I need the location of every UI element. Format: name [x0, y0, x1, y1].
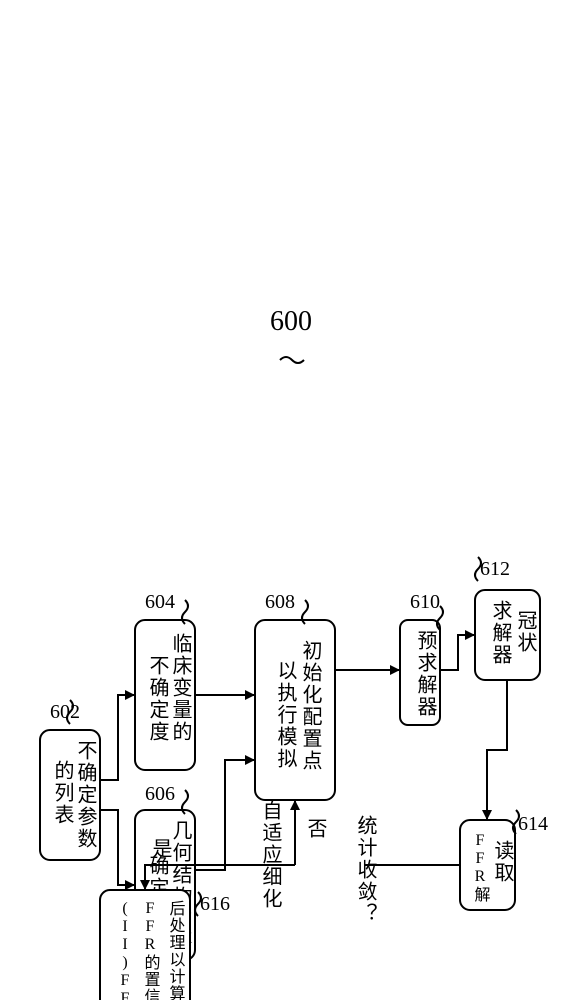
svg-text:冠状: 冠状	[514, 610, 537, 654]
node-616: 后处理以计算(I) FFR的置信区间、 (II)FFR的标准偏差 616	[100, 890, 230, 1000]
tag-608: 608	[265, 591, 295, 613]
node-612: 冠状 求解器 612	[475, 557, 540, 680]
tag-602: 602	[50, 701, 80, 723]
svg-text:临床变量的: 临床变量的	[169, 633, 192, 743]
label-no: 否	[304, 818, 327, 840]
tag-610: 610	[410, 591, 440, 613]
figure-label-tail	[280, 357, 304, 363]
tag-606: 606	[145, 783, 175, 805]
edge-602-604	[100, 695, 135, 780]
svg-text:初始化配置点: 初始化配置点	[299, 640, 322, 772]
tag-616: 616	[200, 893, 230, 915]
svg-text:(II)FFR的标准偏差: (II)FFR的标准偏差	[117, 900, 136, 1000]
svg-text:FFR解: FFR解	[472, 832, 491, 903]
tag-614: 614	[518, 813, 548, 835]
figure-label: 600	[270, 306, 312, 337]
node-602: 不确定参数 的列表 602	[40, 700, 100, 860]
node-608: 初始化配置点 以执行模拟 608	[255, 591, 335, 800]
tag-612: 612	[480, 558, 510, 580]
svg-text:以执行模拟: 以执行模拟	[274, 660, 297, 770]
tag-604: 604	[145, 591, 175, 613]
svg-text:读取: 读取	[491, 840, 514, 884]
svg-text:不确定度: 不确定度	[146, 655, 169, 743]
label-yes: 是	[149, 838, 172, 860]
label-adaptive: 自适应细化	[259, 800, 282, 910]
svg-text:预求解器: 预求解器	[414, 630, 437, 718]
node-610: 预求解器 610	[400, 591, 443, 725]
svg-text:FFR的置信区间、: FFR的置信区间、	[142, 900, 161, 1000]
label-converge: 统计收敛？	[354, 815, 377, 925]
edge-610-612	[440, 635, 475, 670]
node-614: 读取 FFR解 614	[460, 810, 548, 910]
edge-602-606	[100, 810, 135, 885]
edge-606-608	[195, 760, 255, 870]
svg-text:不确定参数: 不确定参数	[74, 740, 97, 850]
edge-612-614	[487, 680, 507, 820]
svg-text:求解器: 求解器	[489, 600, 512, 666]
svg-text:的列表: 的列表	[51, 760, 74, 826]
svg-text:后处理以计算(I): 后处理以计算(I)	[167, 900, 186, 1000]
node-604: 临床变量的 不确定度 604	[135, 591, 195, 770]
